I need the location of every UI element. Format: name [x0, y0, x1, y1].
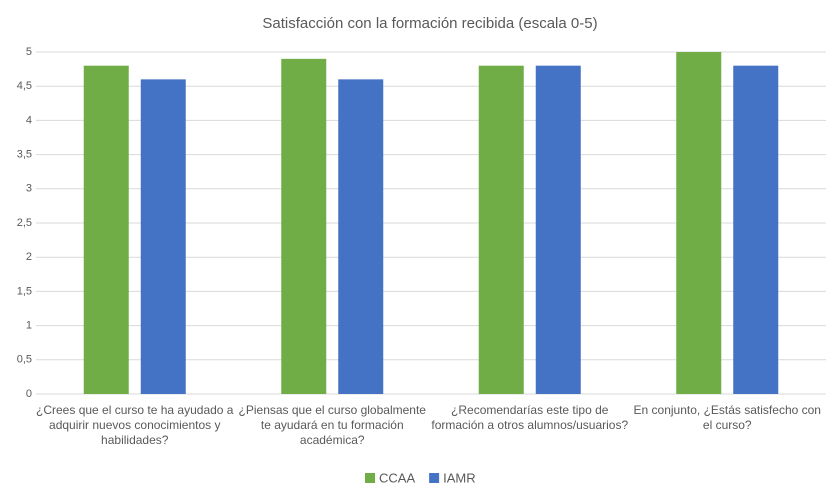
y-tick-label: 0 [26, 388, 32, 400]
bar [338, 79, 384, 395]
y-tick-label: 1,5 [17, 285, 32, 297]
chart-title: Satisfacción con la formación recibida (… [262, 15, 597, 32]
bar [733, 65, 779, 395]
bar [83, 65, 129, 395]
x-tick-label-box: ¿Piensas que el curso globalmente te ayu… [238, 403, 426, 447]
bar [140, 79, 186, 395]
x-tick-label-box: ¿Recomendarías este tipo de formación a … [431, 403, 629, 432]
x-tick-label-box: ¿Crees que el curso te ha ayudado a adqu… [36, 403, 234, 447]
legend-label: CCAA [379, 470, 415, 485]
legend-swatch [429, 473, 440, 483]
bar [535, 65, 581, 395]
x-tick-label: En conjunto, ¿Estás satisfecho con el cu… [633, 403, 821, 432]
x-tick-label: ¿Recomendarías este tipo de formación a … [431, 403, 629, 432]
x-tick-label: ¿Crees que el curso te ha ayudado a adqu… [36, 403, 234, 447]
legend-label: IAMR [443, 470, 476, 485]
y-tick-label: 2 [26, 251, 32, 263]
bar [676, 52, 722, 394]
y-tick-label: 5 [26, 46, 32, 58]
x-tick-label-box: En conjunto, ¿Estás satisfecho con el cu… [633, 403, 821, 432]
y-tick-label: 3,5 [17, 149, 32, 161]
legend-swatch [365, 473, 375, 483]
bar [281, 58, 327, 395]
x-tick-label: ¿Piensas que el curso globalmente te ayu… [238, 403, 426, 447]
y-tick-label: 1 [26, 320, 32, 332]
y-tick-label: 4 [26, 114, 32, 126]
bar [478, 65, 524, 395]
y-tick-label: 3 [26, 183, 32, 195]
y-tick-label: 0,5 [17, 354, 32, 366]
y-tick-label: 4,5 [17, 80, 32, 92]
y-tick-label: 2,5 [17, 217, 32, 229]
